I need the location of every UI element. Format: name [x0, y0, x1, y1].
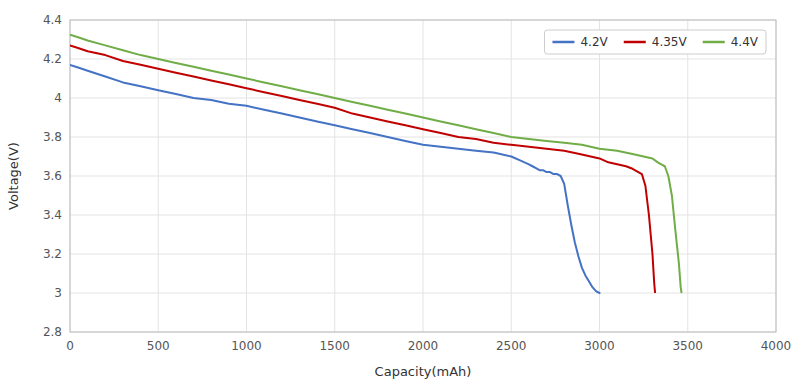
x-axis-label: Capacity(mAh): [375, 364, 472, 379]
x-tick-label: 0: [66, 339, 74, 353]
x-grid-line: [687, 20, 688, 332]
legend-box: [544, 30, 766, 54]
plot-frame: [70, 20, 776, 332]
x-tick-label: 3500: [672, 339, 703, 353]
legend: 4.2V 4.35V 4.4V: [544, 30, 766, 54]
x-grid-line: [511, 20, 512, 332]
x-tick-label: 2500: [496, 339, 527, 353]
x-tick-label: 1500: [319, 339, 350, 353]
x-tick-label: 3000: [584, 339, 615, 353]
axes: 2.8 3 3.2 3.4 3.6 3.8 4 4.2 4.4 0 500 1000 1500 2000 2…: [6, 13, 791, 379]
y-tick-label: 4.4: [43, 13, 62, 27]
x-grid-line: [599, 20, 600, 332]
legend-label: 4.35V: [652, 35, 688, 49]
series-line: [70, 35, 682, 293]
x-grid-line: [334, 20, 335, 332]
y-tick-label: 4: [54, 91, 62, 105]
y-axis-label: Voltage(V): [6, 142, 21, 210]
chart-svg: 2.8 3 3.2 3.4 3.6 3.8 4 4.2 4.4 0 500 1000 1500 2000 2…: [0, 0, 800, 390]
grid: [70, 20, 776, 332]
legend-item: 4.2V: [552, 35, 608, 49]
y-tick-label: 2.8: [43, 325, 62, 339]
legend-label: 4.4V: [731, 35, 759, 49]
y-tick-label: 3.6: [43, 169, 62, 183]
chart-container: 2.8 3 3.2 3.4 3.6 3.8 4 4.2 4.4 0 500 1000 1500 2000 2…: [0, 0, 800, 390]
y-tick-label: 3.8: [43, 130, 62, 144]
x-grid-line: [423, 20, 424, 332]
x-tick-label: 500: [147, 339, 170, 353]
series-line: [70, 45, 655, 293]
legend-swatch: [624, 41, 646, 44]
x-grid-line: [158, 20, 159, 332]
x-tick-label: 4000: [761, 339, 792, 353]
y-tick-label: 3: [54, 286, 62, 300]
x-tick-label: 1000: [231, 339, 262, 353]
legend-item: 4.4V: [703, 35, 759, 49]
legend-label: 4.2V: [580, 35, 608, 49]
series-lines: [70, 35, 682, 293]
x-tick-label: 2000: [408, 339, 439, 353]
y-tick-label: 3.4: [43, 208, 62, 222]
legend-item: 4.35V: [624, 35, 688, 49]
y-tick-label: 4.2: [43, 52, 62, 66]
legend-swatch: [552, 41, 574, 44]
legend-swatch: [703, 41, 725, 44]
y-tick-label: 3.2: [43, 247, 62, 261]
x-grid-line: [246, 20, 247, 332]
